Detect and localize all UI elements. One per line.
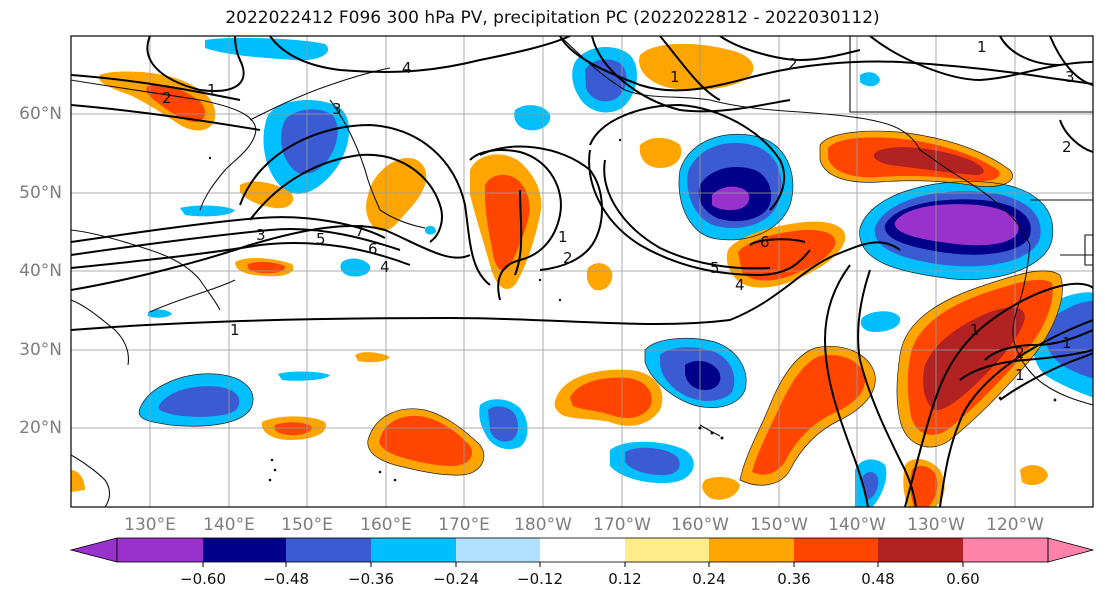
- contour-label: 5: [316, 230, 326, 248]
- contour-label: 2: [788, 55, 798, 73]
- longitude-label: 150°W: [750, 515, 808, 535]
- contour-label: 6: [760, 233, 770, 251]
- longitude-label: 160°W: [671, 515, 729, 535]
- contour-label: 4: [380, 258, 390, 276]
- contour-label: 1: [970, 321, 980, 339]
- contour-label: 6: [368, 240, 378, 258]
- colorbar-segment: [709, 538, 794, 562]
- map-title: 2022022412 F096 300 hPa PV, precipitatio…: [225, 8, 880, 28]
- longitude-label: 180°W: [514, 515, 572, 535]
- shading-outlines: [138, 130, 1063, 486]
- longitude-label: 170°E: [438, 515, 490, 535]
- colorbar-segment: [203, 538, 286, 562]
- longitude-label: 140°W: [828, 515, 886, 535]
- colorbar-tick-label: −0.36: [348, 570, 394, 588]
- pv-contours: [71, 36, 1093, 507]
- positive-shading: [71, 43, 1063, 507]
- latitude-label: 20°N: [19, 418, 62, 438]
- colorbar-segment: [794, 538, 878, 562]
- colorbar-tick-label: 0.36: [777, 570, 811, 588]
- contour-label: 3: [1065, 68, 1075, 86]
- colorbar-tick-label: 0.24: [692, 570, 726, 588]
- latitude-label: 30°N: [19, 340, 62, 360]
- colorbar-tick-label: −0.60: [180, 570, 226, 588]
- contour-label: 1: [230, 321, 240, 339]
- contour-label: 1: [977, 38, 987, 56]
- colorbar-segment: [117, 538, 203, 562]
- contour-label: 4: [402, 59, 412, 77]
- colorbar-segment: [371, 538, 456, 562]
- contour-label: 2: [1062, 138, 1072, 156]
- latitude-label: 50°N: [19, 183, 62, 203]
- colorbar-right-extension: [1047, 537, 1095, 563]
- colorbar-left-extension: [69, 537, 118, 563]
- contour-label: 1: [1062, 334, 1072, 352]
- colorbar-segment: [286, 538, 371, 562]
- colorbar-tick-label: −0.48: [263, 570, 309, 588]
- island-dots: [208, 138, 1057, 482]
- colorbar-tick-label: −0.24: [433, 570, 479, 588]
- contour-label: 5: [710, 259, 720, 277]
- contour-labels: 1 2 4 2 1 3 3 5 6 7 4 1 2 6 5 4 1 1 1 2 …: [162, 38, 1075, 384]
- contour-label: 1: [207, 81, 217, 99]
- colorbar-tick-label: 0.60: [946, 570, 980, 588]
- colorbar-tick-label: 0.48: [861, 570, 895, 588]
- contour-label: 1: [1015, 366, 1025, 384]
- contour-label: 4: [735, 276, 745, 294]
- contour-label: 2: [563, 249, 573, 267]
- longitude-label: 120°W: [986, 515, 1044, 535]
- longitude-label: 140°E: [203, 515, 255, 535]
- negative-shading: [139, 37, 1093, 507]
- longitude-label: 150°E: [281, 515, 333, 535]
- colorbar: [69, 537, 1095, 567]
- contour-label: 7: [355, 222, 365, 240]
- contour-label: 3: [332, 100, 342, 118]
- colorbar-segment: [963, 538, 1048, 562]
- contour-label: 3: [256, 226, 266, 244]
- colorbar-segment: [456, 538, 540, 562]
- contour-label: 2: [162, 89, 172, 107]
- map-frame: [70, 35, 1094, 508]
- contour-label: 1: [558, 228, 568, 246]
- colorbar-tick-label: −0.12: [517, 570, 563, 588]
- longitude-label: 130°W: [907, 515, 965, 535]
- map-area: 1 2 4 2 1 3 3 5 6 7 4 1 2 6 5 4 1 1 1 2 …: [71, 36, 1093, 507]
- colorbar-segment: [625, 538, 709, 562]
- colorbar-tick-label: 0.12: [608, 570, 642, 588]
- contour-label: 2: [1015, 344, 1025, 362]
- longitude-label: 130°E: [124, 515, 176, 535]
- latitude-label: 60°N: [19, 104, 62, 124]
- contour-label: 1: [670, 68, 680, 86]
- longitude-label: 170°W: [593, 515, 651, 535]
- colorbar-segment: [878, 538, 963, 562]
- colorbar-segment: [540, 538, 625, 562]
- latitude-label: 40°N: [19, 261, 62, 281]
- longitude-label: 160°E: [360, 515, 412, 535]
